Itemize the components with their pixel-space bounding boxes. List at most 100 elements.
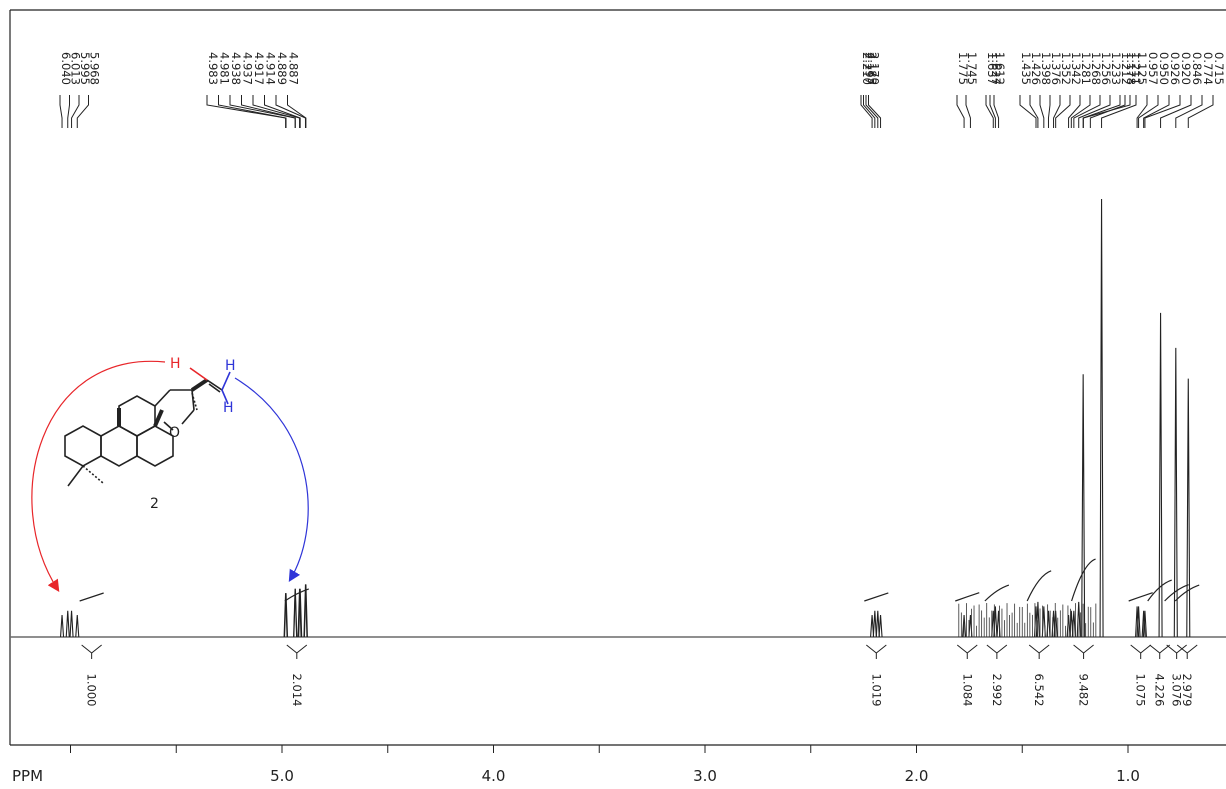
spectrum-peak: [298, 588, 303, 638]
spectrum-peak: [962, 615, 967, 638]
x-axis-ticks: 5.0 4.0 3.0 2.0 1.0: [70, 745, 1140, 785]
spectrum-peak: [75, 615, 80, 638]
x-tick-label: 3.0: [693, 767, 717, 785]
integration-bracket: [1130, 644, 1152, 659]
peak-label-connector: [1019, 95, 1037, 128]
integral-value-label: 2.014: [290, 674, 304, 707]
peak-label-connector: [868, 95, 882, 128]
spectrum-peak: [59, 615, 65, 638]
integral-value-label: 1.075: [1134, 674, 1148, 707]
peak-label: 5.995: [78, 52, 92, 85]
spectrum-peak: [1136, 606, 1141, 638]
peak-label: 1.281: [1079, 52, 1093, 85]
integral-value-label: 3.076: [1170, 674, 1184, 707]
peak-label: 4.937: [241, 52, 255, 85]
peak-label-connector: [287, 95, 307, 128]
spectrum-peak: [1158, 312, 1163, 638]
peak-label: 1.212: [1119, 52, 1133, 85]
peak-label-connector: [67, 95, 70, 128]
peak-label: 1.233: [1109, 52, 1123, 85]
peak-label: 1.435: [1019, 52, 1033, 85]
peak-label-connector: [1047, 95, 1051, 128]
peak-label: 1.352: [1059, 52, 1073, 85]
peak-label-connector: [218, 95, 287, 128]
peak-label: 1.426: [1029, 52, 1043, 85]
integration-brackets: [81, 644, 1198, 659]
peak-label: 6.013: [69, 52, 83, 85]
x-tick-label: 5.0: [270, 767, 294, 785]
integration-bracket: [1073, 644, 1094, 659]
peak-label-connector: [965, 95, 971, 128]
peak-label-connector: [275, 95, 306, 128]
peak-label-connector: [989, 95, 996, 128]
peak-label: 1.398: [1039, 52, 1053, 85]
integral-value-label: 2.979: [1180, 674, 1194, 707]
spectrum-peak: [870, 615, 875, 638]
integral-curve: [1174, 584, 1200, 602]
spectrum-peak: [1173, 347, 1178, 638]
peak-label: 4.917: [252, 52, 266, 85]
peak-label: 4.938: [229, 52, 243, 85]
integration-bracket: [866, 644, 887, 659]
peak-label-connector: [1143, 95, 1170, 128]
peak-label-connector: [1187, 95, 1214, 128]
spectrum-peak: [1081, 374, 1086, 638]
peak-label-connector: [1078, 95, 1111, 128]
integration-bracket: [986, 644, 1008, 659]
spectrum-peak: [283, 593, 289, 638]
peak-label: 1.268: [1089, 52, 1103, 85]
spectrum-peak: [69, 610, 74, 638]
peak-label: 1.627: [989, 52, 1003, 85]
integral-curve: [1147, 579, 1172, 602]
spectrum-peak: [1186, 378, 1191, 638]
integral-curve: [1164, 584, 1189, 602]
x-tick-label: 4.0: [482, 767, 506, 785]
peak-label: 1.612: [993, 52, 1007, 85]
integral-value-label: 4.226: [1153, 674, 1167, 707]
peak-label-connector: [1175, 95, 1203, 128]
integral-curves: [79, 558, 1200, 602]
spectrum-peak: [293, 588, 298, 638]
peak-label-connector: [1055, 95, 1071, 128]
integral-value-label: 2.992: [990, 674, 1004, 707]
peak-label: 1.342: [1069, 52, 1083, 85]
peak-label: 2.170: [868, 52, 882, 85]
peak-label-connector: [1138, 95, 1159, 128]
peak-label-connector: [860, 95, 873, 128]
peak-label: 4.981: [218, 52, 232, 85]
peak-label-connector: [865, 95, 879, 128]
integration-bracket: [1028, 644, 1050, 659]
peak-label: 4.889: [275, 52, 289, 85]
integral-curve: [79, 592, 104, 602]
peak-label: 1.178: [1124, 52, 1138, 85]
spectrum-peak: [1142, 610, 1147, 638]
blue-nOe-arrow: [234, 377, 309, 583]
peak-label: 0.715: [1212, 52, 1226, 85]
peak-label-connector: [76, 95, 89, 128]
peak-label: 0.957: [1146, 52, 1160, 85]
peak-label-connector: [1089, 95, 1126, 128]
peak-label: 4.887: [287, 52, 301, 85]
integration-bracket: [286, 644, 308, 659]
integral-curve: [284, 588, 309, 602]
peak-label-connector: [1144, 95, 1181, 128]
integral-value-label: 1.019: [869, 674, 883, 707]
integral-curve: [955, 592, 980, 602]
integration-bracket: [1166, 644, 1187, 659]
peak-label: 1.211: [1129, 52, 1143, 85]
peak-label: 0.926: [1168, 52, 1182, 85]
integral-value-label: 6.542: [1032, 674, 1046, 707]
peak-label-connector: [1160, 95, 1192, 128]
oxygen-atom-label: O: [169, 425, 180, 441]
x-axis-label: PPM: [12, 767, 43, 785]
peak-label-connector: [264, 95, 301, 128]
spectrum-peaks: [59, 198, 1191, 638]
peak-label: 1.637: [985, 52, 999, 85]
spectrum-peak: [875, 610, 880, 638]
peak-label: 4.983: [206, 52, 220, 85]
integration-bracket: [1149, 644, 1171, 659]
integral-value-label: 1.000: [85, 674, 99, 707]
peak-label: 6.040: [59, 52, 73, 85]
spectrum-peak: [1035, 601, 1040, 638]
